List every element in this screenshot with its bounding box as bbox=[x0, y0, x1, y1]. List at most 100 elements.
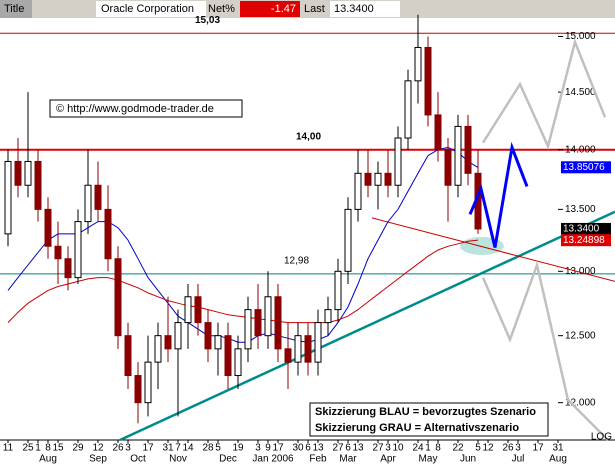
y-tick-label: 12.000 bbox=[565, 397, 596, 408]
level-label: 12,98 bbox=[284, 255, 309, 266]
last-value-box bbox=[561, 222, 611, 235]
last-value: 13.3400 bbox=[334, 3, 374, 15]
candle-body bbox=[44, 208, 52, 247]
candle-body bbox=[64, 258, 72, 279]
x-tick-label: 12 bbox=[92, 443, 104, 454]
month-label: Jul bbox=[512, 454, 525, 464]
candle-body bbox=[424, 46, 432, 116]
candle-body bbox=[34, 160, 42, 210]
y-tick-label: 13.000 bbox=[565, 266, 596, 277]
x-tick-label: 12 bbox=[482, 443, 494, 454]
y-tick-label: 14.000 bbox=[565, 144, 596, 155]
candle-body bbox=[24, 160, 32, 186]
candle-body bbox=[374, 172, 382, 186]
month-label: Aug bbox=[549, 454, 567, 464]
x-tick-label: 17 bbox=[532, 443, 544, 454]
plot: 15,03 14,00 12,98 15.000 14.500 14.000 13.500 1… bbox=[0, 14, 615, 464]
legend-box bbox=[309, 402, 549, 437]
candle-body bbox=[54, 245, 62, 260]
net-label: Net% bbox=[208, 3, 235, 15]
x-tick-label: 10 bbox=[392, 443, 404, 454]
candle-body bbox=[304, 335, 312, 363]
x-tick-label: 11 bbox=[3, 443, 14, 454]
last-value-label: 13.85076 bbox=[563, 162, 605, 173]
x-tick-label: 27 bbox=[372, 443, 384, 454]
candle-body bbox=[74, 221, 82, 279]
candle-body bbox=[294, 335, 302, 363]
candle-body bbox=[274, 296, 282, 350]
last-value-box bbox=[561, 161, 611, 174]
last-box bbox=[330, 1, 400, 17]
candle-body bbox=[244, 309, 252, 350]
x-tick-label: 6 bbox=[305, 443, 311, 454]
x-tick-label: 5 bbox=[215, 443, 221, 454]
x-tick-label: 13 bbox=[312, 443, 324, 454]
trendline bbox=[119, 210, 615, 442]
candle-body bbox=[114, 258, 122, 337]
title-label-box bbox=[0, 0, 32, 18]
x-tick-label: 1 bbox=[425, 443, 431, 454]
x-tick-label: 13 bbox=[352, 443, 364, 454]
candle-body bbox=[444, 149, 452, 186]
candle-body bbox=[404, 80, 412, 139]
x-tick-label: 7 bbox=[175, 443, 181, 454]
x-tick-label: 31 bbox=[552, 443, 564, 454]
month-label: Mar bbox=[339, 454, 357, 464]
candle-body bbox=[344, 208, 352, 272]
y-tick-label: 14.500 bbox=[565, 87, 596, 98]
candle-body bbox=[194, 296, 202, 324]
x-tick-label: 22 bbox=[452, 443, 464, 454]
x-tick-label: 9 bbox=[265, 443, 271, 454]
x-tick-label: 8 bbox=[45, 443, 51, 454]
x-tick-label: 3 bbox=[125, 443, 131, 454]
scale-label: LOG bbox=[591, 432, 612, 443]
plot-area bbox=[0, 18, 615, 440]
candle-body bbox=[84, 184, 92, 223]
x-tick-label: 24 bbox=[412, 443, 424, 454]
candle-body bbox=[354, 172, 362, 210]
month-label: Apr bbox=[380, 454, 396, 464]
legend-entry: Skizzierung GRAU = Alternativszenario bbox=[315, 422, 519, 434]
candle-body bbox=[414, 46, 422, 82]
x-tick-label: 28 bbox=[202, 443, 214, 454]
x-tick-label: 3 bbox=[255, 443, 261, 454]
candle-body bbox=[394, 137, 402, 186]
x-tick-label: 25 bbox=[22, 443, 34, 454]
x-tick-label: 27 bbox=[332, 443, 344, 454]
last-value-box bbox=[561, 234, 611, 247]
candle-body bbox=[94, 184, 102, 210]
moving-average bbox=[7, 146, 479, 343]
last-value-label: 13.3400 bbox=[563, 224, 600, 235]
candle-body bbox=[204, 322, 212, 350]
x-tick-label: 14 bbox=[182, 443, 194, 454]
candle-body bbox=[4, 160, 12, 235]
x-tick-label: 19 bbox=[232, 443, 244, 454]
title-label: Title bbox=[4, 3, 24, 15]
watermark: © http://www.godmode-trader.de bbox=[56, 103, 214, 115]
candle-body bbox=[134, 375, 142, 404]
candle-body bbox=[224, 335, 232, 377]
month-label: Dec bbox=[219, 454, 237, 464]
x-tick-label: 30 bbox=[292, 443, 304, 454]
y-tick-label: 12.500 bbox=[565, 330, 596, 341]
x-tick-label: 3 bbox=[385, 443, 391, 454]
moving-average bbox=[7, 239, 479, 324]
candle-body bbox=[314, 322, 322, 363]
candle-body bbox=[234, 348, 242, 377]
legend-entry: Skizzierung BLAU = bevorzugtes Szenario bbox=[315, 406, 536, 418]
x-tick-label: 17 bbox=[272, 443, 284, 454]
x-tick-label: 29 bbox=[72, 443, 84, 454]
net-value: -1.47 bbox=[271, 3, 296, 15]
candle-body bbox=[384, 172, 392, 186]
month-label: Jun bbox=[460, 454, 476, 464]
title: Oracle Corporation bbox=[101, 3, 194, 15]
net-box bbox=[240, 1, 300, 17]
month-label: Sep bbox=[89, 454, 107, 464]
watermark-box bbox=[49, 99, 243, 118]
x-tick-label: 3 bbox=[515, 443, 521, 454]
month-label: Aug bbox=[39, 454, 57, 464]
candle-body bbox=[124, 335, 132, 377]
last-label: Last bbox=[304, 3, 325, 15]
candle-body bbox=[324, 309, 332, 324]
